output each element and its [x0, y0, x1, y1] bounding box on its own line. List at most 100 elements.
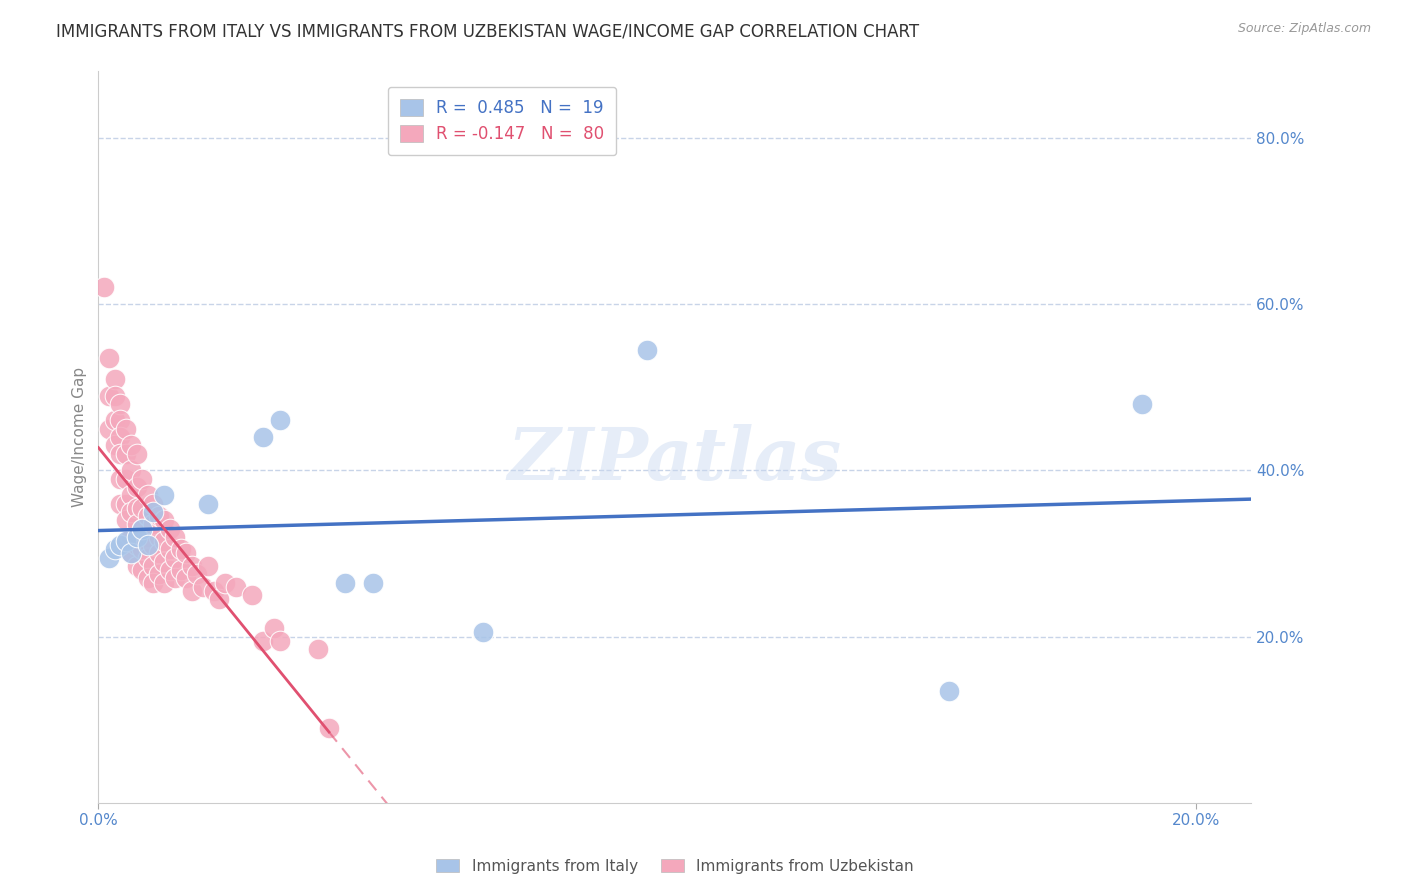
Point — [125, 480, 148, 494]
Point — [170, 542, 193, 557]
Point — [142, 575, 165, 590]
Point — [335, 575, 357, 590]
Text: Source: ZipAtlas.com: Source: ZipAtlas.com — [1237, 22, 1371, 36]
Point — [136, 509, 159, 524]
Point — [125, 558, 148, 573]
Point — [186, 567, 208, 582]
Point — [110, 413, 132, 427]
Point — [174, 546, 197, 560]
Point — [131, 472, 153, 486]
Point — [136, 550, 159, 565]
Point — [120, 488, 142, 502]
Point — [180, 583, 202, 598]
Point — [252, 633, 274, 648]
Point — [115, 447, 138, 461]
Point — [131, 500, 153, 515]
Point — [159, 542, 181, 557]
Point — [318, 721, 340, 735]
Point — [104, 388, 127, 402]
Point — [165, 550, 187, 565]
Point — [120, 546, 142, 560]
Point — [191, 580, 214, 594]
Point — [165, 571, 187, 585]
Point — [225, 580, 247, 594]
Point — [120, 438, 142, 452]
Point — [153, 533, 176, 548]
Point — [115, 422, 138, 436]
Point — [269, 413, 291, 427]
Point — [98, 388, 121, 402]
Point — [98, 550, 121, 565]
Point — [104, 413, 127, 427]
Point — [214, 575, 236, 590]
Point — [636, 343, 658, 357]
Point — [148, 530, 170, 544]
Point — [110, 538, 132, 552]
Point — [110, 430, 132, 444]
Point — [159, 563, 181, 577]
Point — [115, 472, 138, 486]
Point — [240, 588, 263, 602]
Point — [208, 592, 231, 607]
Point — [153, 513, 176, 527]
Point — [125, 447, 148, 461]
Point — [120, 463, 142, 477]
Point — [307, 642, 329, 657]
Point — [938, 683, 960, 698]
Point — [197, 497, 219, 511]
Point — [1130, 397, 1153, 411]
Point — [136, 530, 159, 544]
Point — [142, 558, 165, 573]
Point — [98, 351, 121, 365]
Point — [174, 571, 197, 585]
Point — [110, 447, 132, 461]
Point — [115, 533, 138, 548]
Point — [115, 513, 138, 527]
Point — [148, 567, 170, 582]
Point — [202, 583, 225, 598]
Point — [120, 546, 142, 560]
Point — [131, 521, 153, 535]
Point — [136, 488, 159, 502]
Point — [120, 505, 142, 519]
Point — [125, 500, 148, 515]
Text: IMMIGRANTS FROM ITALY VS IMMIGRANTS FROM UZBEKISTAN WAGE/INCOME GAP CORRELATION : IMMIGRANTS FROM ITALY VS IMMIGRANTS FROM… — [56, 22, 920, 40]
Point — [110, 472, 132, 486]
Point — [148, 509, 170, 524]
Point — [263, 621, 285, 635]
Legend: R =  0.485   N =  19, R = -0.147   N =  80: R = 0.485 N = 19, R = -0.147 N = 80 — [388, 87, 616, 155]
Point — [361, 575, 384, 590]
Point — [115, 538, 138, 552]
Point — [180, 558, 202, 573]
Point — [98, 422, 121, 436]
Y-axis label: Wage/Income Gap: Wage/Income Gap — [72, 367, 87, 508]
Point — [136, 571, 159, 585]
Text: ZIPatlas: ZIPatlas — [508, 424, 842, 494]
Point — [136, 538, 159, 552]
Point — [125, 538, 148, 552]
Point — [120, 530, 142, 544]
Point — [125, 517, 148, 532]
Point — [165, 530, 187, 544]
Point — [104, 438, 127, 452]
Point — [142, 517, 165, 532]
Point — [252, 430, 274, 444]
Point — [153, 488, 176, 502]
Point — [131, 521, 153, 535]
Point — [153, 555, 176, 569]
Point — [197, 558, 219, 573]
Point — [269, 633, 291, 648]
Point — [104, 542, 127, 557]
Point — [159, 521, 181, 535]
Point — [104, 372, 127, 386]
Point — [142, 538, 165, 552]
Legend: Immigrants from Italy, Immigrants from Uzbekistan: Immigrants from Italy, Immigrants from U… — [430, 853, 920, 880]
Point — [125, 530, 148, 544]
Point — [148, 546, 170, 560]
Point — [93, 280, 115, 294]
Point — [153, 575, 176, 590]
Point — [131, 542, 153, 557]
Point — [110, 497, 132, 511]
Point — [110, 397, 132, 411]
Point — [131, 563, 153, 577]
